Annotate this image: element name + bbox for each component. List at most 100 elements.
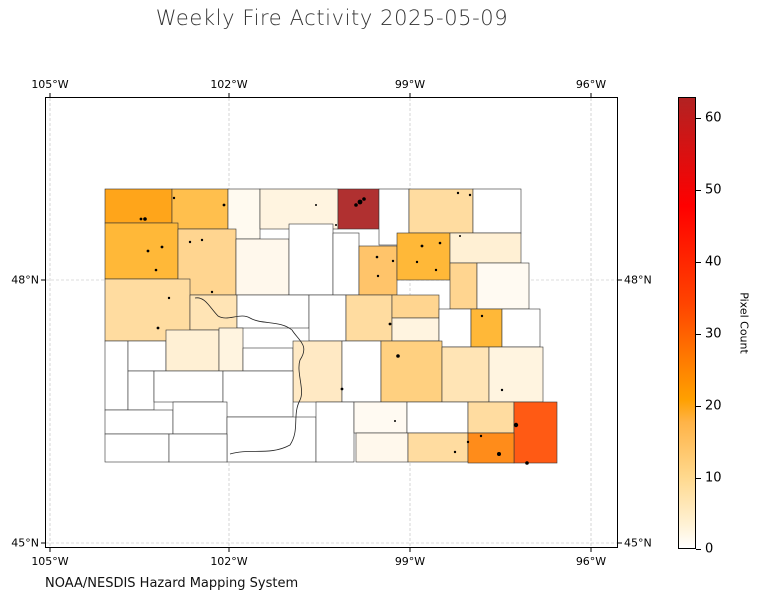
fire-point [434, 268, 438, 272]
county-oliver [218, 327, 244, 372]
fire-point [362, 197, 366, 201]
county-barnes [380, 340, 443, 403]
county-ward [235, 238, 290, 296]
county-bowman-s [104, 433, 170, 463]
colorbar-label-50: 50 [705, 182, 722, 198]
county-steele [438, 308, 472, 348]
fire-point [420, 244, 424, 248]
colorbar-tick-mark [696, 334, 701, 335]
county-nelson [391, 294, 440, 319]
lon-tick-top-99w: 99°W [394, 78, 426, 91]
fire-point [146, 249, 150, 253]
fire-point [156, 326, 160, 330]
county-eddy [345, 294, 393, 342]
county-mcintosh [355, 432, 409, 463]
colorbar-tick-mark [696, 406, 701, 407]
fire-point [167, 296, 171, 300]
county-bowman [104, 409, 174, 435]
fire-point [375, 255, 379, 259]
lat-tick-right-48n: 48°N [624, 273, 652, 287]
colorbar-label-0: 0 [705, 541, 714, 557]
county-stutsman [341, 340, 382, 403]
county-rolette [337, 188, 380, 230]
fire-point [396, 354, 400, 358]
county-grand-forks [476, 262, 530, 310]
county-walsh [449, 232, 522, 264]
lat-tick-left-48n: 48°N [11, 273, 39, 287]
county-logan [353, 401, 408, 434]
lon-tick-bottom-99w: 99°W [394, 555, 426, 568]
county-sargent [467, 432, 515, 464]
county-richland [513, 401, 558, 464]
county-dickey [407, 432, 469, 463]
county-pembina [472, 188, 522, 234]
county-griggs [391, 317, 440, 342]
fire-point [376, 274, 380, 278]
fire-point [357, 199, 363, 205]
fire-point [468, 193, 472, 197]
counties [104, 188, 558, 464]
county-traill [470, 308, 503, 348]
fire-point [335, 224, 337, 226]
fire-point [497, 452, 501, 456]
county-slope [127, 370, 155, 411]
fire-point [415, 260, 419, 264]
fire-point [500, 388, 504, 392]
fire-point [453, 450, 457, 454]
colorbar-tick-mark [696, 262, 701, 263]
county-williams [104, 222, 179, 280]
fire-point [222, 203, 226, 207]
fire-point [456, 191, 460, 195]
colorbar-label-20: 20 [705, 398, 722, 414]
county-sheridan [236, 294, 310, 329]
lon-tick-bottom-96w: 96°W [575, 555, 607, 568]
fire-point [479, 434, 483, 438]
county-mchenry [288, 223, 334, 296]
lon-tick-top-96w: 96°W [575, 78, 607, 91]
county-lamoure [406, 401, 469, 434]
county-emmons [315, 401, 355, 463]
missouri-river [194, 297, 305, 455]
county-morton [222, 370, 294, 418]
county-kidder [292, 340, 343, 403]
fire-point [459, 235, 461, 237]
county-stark [153, 370, 224, 403]
lat-tick-right-45n: 45°N [624, 536, 652, 550]
colorbar-tick-mark [696, 549, 701, 550]
county-cavalier [408, 188, 474, 234]
fire-point [513, 422, 519, 428]
colorbar-tick-mark [696, 478, 701, 479]
colorbar-label-10: 10 [705, 470, 722, 486]
fire-point [188, 240, 192, 244]
fire-point [200, 238, 204, 242]
county-adams [172, 401, 228, 435]
lon-tick-top-105w: 105°W [31, 78, 69, 91]
map-title: Weekly Fire Activity 2025-05-09 [155, 6, 509, 30]
fire-point [525, 461, 529, 465]
colorbar-label-60: 60 [705, 110, 722, 126]
colorbar-tick-mark [696, 190, 701, 191]
county-ransom [467, 401, 515, 434]
lon-tick-bottom-105w: 105°W [31, 555, 69, 568]
fire-point [438, 241, 442, 245]
fire-point [466, 440, 470, 444]
fire-points [139, 191, 529, 465]
county-traill-e [501, 308, 541, 348]
fire-point [391, 259, 395, 263]
county-benson [358, 245, 398, 296]
colorbar-label-40: 40 [705, 254, 722, 270]
fire-point [340, 387, 344, 391]
colorbar-title: Pixel Count [737, 292, 751, 354]
county-dunn [165, 329, 220, 372]
county-burleigh [242, 347, 294, 372]
county-wells [308, 294, 347, 342]
county-bottineau [259, 188, 339, 230]
fire-point [139, 217, 143, 221]
fire-point [354, 203, 358, 207]
county-grand-forks-n [449, 262, 478, 310]
fire-point [154, 268, 158, 272]
lon-tick-top-102w: 102°W [210, 78, 248, 91]
county-billings [127, 340, 167, 372]
colorbar-label-30: 30 [705, 326, 722, 342]
